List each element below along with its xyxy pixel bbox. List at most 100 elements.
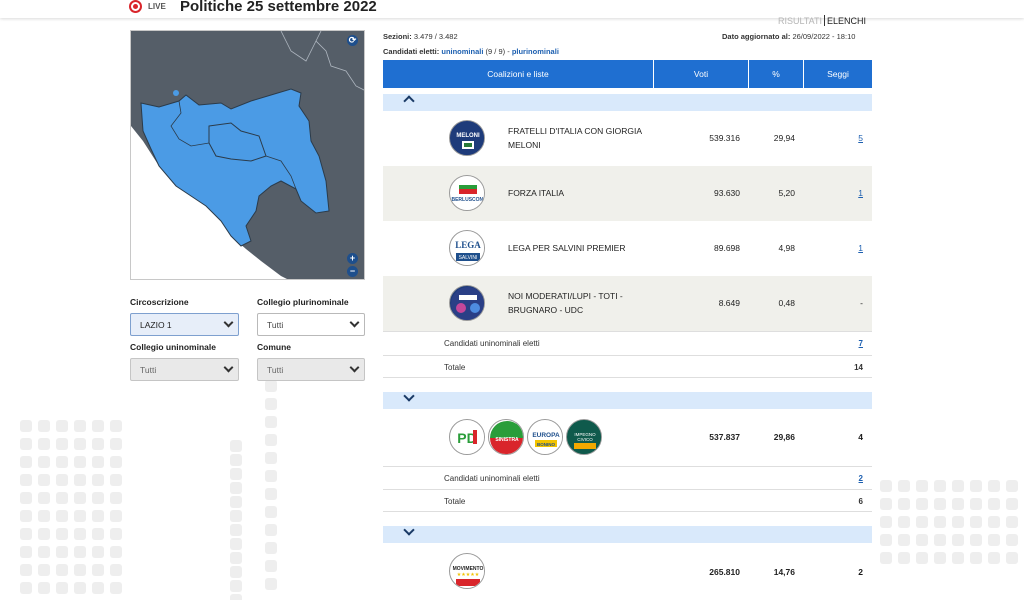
background-dot [265,488,277,500]
chevron-down-icon [349,362,360,373]
background-dot [74,492,86,504]
background-dot [20,474,32,486]
background-dot [265,452,277,464]
background-dot [952,534,964,546]
background-dot [230,440,242,452]
coalition-row[interactable]: MOVIMENTO ★★★★★ 265.810 14,76 2 [383,544,872,600]
chevron-down-icon [403,390,415,402]
background-dot [916,480,928,492]
sezioni-label: Sezioni: [383,32,412,41]
col-voti[interactable]: Voti [654,60,749,88]
background-dot [988,480,1000,492]
party-percent: 4,98 [778,243,795,253]
background-dot [38,474,50,486]
table-row: MELONI FRATELLI D'ITALIA CON GIORGIA MEL… [383,111,872,166]
background-dot [38,546,50,558]
tab-elenchi[interactable]: ELENCHI [827,16,867,26]
background-dot [230,538,242,550]
background-dot [20,492,32,504]
total-label: Totale [444,363,466,372]
results-table-header: Coalizioni e liste Voti % Seggi [383,60,872,88]
uninominale-value: Tutti [140,365,157,375]
svg-text:LEGA: LEGA [455,240,481,250]
live-label: LIVE [148,2,166,11]
background-dot [880,534,892,546]
comune-select[interactable]: Tutti [257,358,365,381]
total-value: 14 [854,363,863,372]
elected-label: Candidati eletti: [383,47,440,56]
background-dot [970,534,982,546]
background-dot [38,420,50,432]
group-toggle-2[interactable] [383,390,872,409]
background-dot [56,582,68,594]
svg-text:MELONI: MELONI [456,133,480,139]
background-dot [38,510,50,522]
party-seats-link[interactable]: 5 [858,133,863,143]
top-bar [0,0,1024,18]
chevron-down-icon [223,362,234,373]
background-dot [92,420,104,432]
background-dot [880,498,892,510]
col-seggi[interactable]: Seggi [827,69,849,79]
coalition-row[interactable]: PD SINISTRA EUROPA BONINO IMPEGNO CIVICO 5… [383,410,872,465]
noi-moderati-logo [449,285,485,321]
plurinominali-link[interactable]: plurinominali [511,47,559,56]
region-map[interactable]: ⟳ + − [130,30,365,280]
coalition-votes: 537.837 [709,432,740,442]
background-dot [265,398,277,410]
background-dot [916,516,928,528]
background-dot [110,474,122,486]
party-name: FRATELLI D'ITALIA CON GIORGIA MELONI [508,126,642,150]
uninominali-link[interactable]: 2 [858,474,863,483]
m5s-logo: MOVIMENTO ★★★★★ [449,553,485,589]
background-dot [92,474,104,486]
background-dot [898,498,910,510]
background-dot [56,438,68,450]
background-dot [74,510,86,522]
uninominali-link[interactable]: 7 [858,339,863,348]
background-dot [988,498,1000,510]
uninominali-link[interactable]: uninominali [441,47,484,56]
background-dot [1006,480,1018,492]
background-dot [934,498,946,510]
background-dot [56,510,68,522]
refresh-icon[interactable]: ⟳ [347,35,358,46]
background-dot [56,456,68,468]
party-seats-link[interactable]: 1 [858,188,863,198]
zoom-in-icon[interactable]: + [347,253,358,264]
background-dot [110,510,122,522]
background-dot [74,456,86,468]
svg-text:SALVINI: SALVINI [459,255,478,261]
group-toggle-3[interactable] [383,524,872,543]
group-toggle-1[interactable] [383,94,872,111]
coalition-seats: 4 [858,432,863,442]
uninominali-label: Candidati uninominali eletti [444,474,540,483]
chevron-down-icon [349,317,360,328]
tab-risultati[interactable]: RISULTATI [778,16,823,26]
party-votes: 93.630 [714,188,740,198]
svg-text:EUROPA: EUROPA [532,432,560,439]
background-dot [988,534,1000,546]
background-dot [952,498,964,510]
background-dot [20,510,32,522]
background-dot [1006,516,1018,528]
uninominale-select[interactable]: Tutti [130,358,239,381]
coalition-percent: 29,86 [773,432,795,442]
circoscrizione-select[interactable]: LAZIO 1 [130,313,239,336]
background-dot [898,552,910,564]
background-dot [56,474,68,486]
background-dot [265,560,277,572]
party-seats-link[interactable]: 1 [858,243,863,253]
updated-label: Dato aggiornato al: [722,32,791,41]
col-coalizioni[interactable]: Coalizioni e liste [383,60,654,88]
col-percent[interactable]: % [749,60,804,88]
background-dot [38,438,50,450]
party-seats: - [860,298,863,308]
svg-text:CIVICO: CIVICO [577,437,593,442]
background-dot [265,506,277,518]
plurinominale-select[interactable]: Tutti [257,313,365,336]
background-dot [92,456,104,468]
background-dot [92,438,104,450]
zoom-out-icon[interactable]: − [347,266,358,277]
background-dot [56,420,68,432]
